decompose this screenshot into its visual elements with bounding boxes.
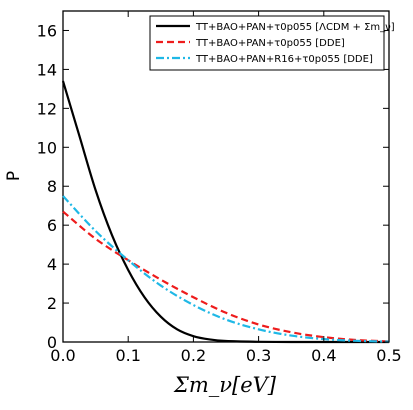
y-tick-label: 2	[47, 294, 57, 313]
y-tick-label: 14	[37, 60, 57, 79]
y-tick-label: 12	[37, 99, 57, 118]
y-tick-label: 4	[47, 255, 57, 274]
y-tick-label: 6	[47, 216, 57, 235]
legend-label-3: TT+BAO+PAN+R16+τ0p055 [DDE]	[195, 54, 373, 65]
y-tick-label: 8	[47, 177, 57, 196]
series-line-1	[61, 80, 389, 344]
series-lines	[61, 80, 390, 344]
y-tick-label: 10	[37, 138, 57, 157]
series-line-3	[62, 195, 390, 343]
legend: TT+BAO+PAN+τ0p055 [ΛCDM + Σm_ν] TT+BAO+PA…	[149, 15, 395, 71]
x-axis-label: Σm_ν[eV]	[173, 373, 277, 397]
x-tick-label: 0.3	[246, 346, 271, 365]
legend-label-1: TT+BAO+PAN+τ0p055 [ΛCDM + Σm_ν]	[195, 22, 395, 33]
y-tick-label: 16	[37, 21, 57, 40]
x-tick-label: 0.1	[115, 346, 140, 365]
x-tick-label: 0.0	[50, 346, 75, 365]
x-tick-label: 0.4	[311, 346, 336, 365]
x-tick-label: 0.2	[181, 346, 206, 365]
legend-label-2: TT+BAO+PAN+τ0p055 [DDE]	[195, 38, 345, 49]
axis-ticks: 0.0 0.1 0.2 0.3 0.4 0.5 0 2 4 6 8 10 12 14 16	[37, 11, 402, 365]
y-axis-label: P	[4, 171, 24, 181]
series-line-2	[62, 210, 390, 343]
y-tick-label: 0	[47, 333, 57, 352]
x-tick-label: 0.5	[376, 346, 401, 365]
